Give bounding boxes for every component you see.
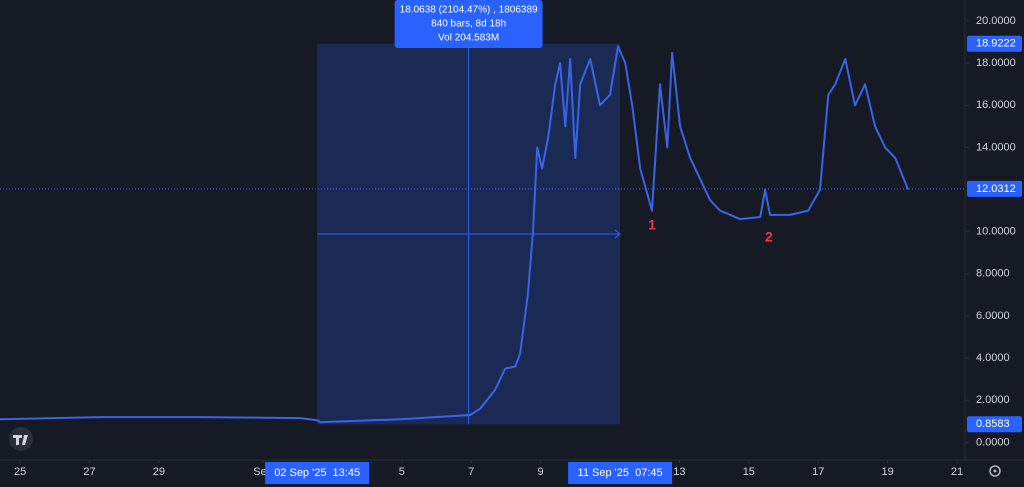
y-tick-label: 4.0000 <box>976 352 1010 364</box>
info-text: Vol 204.583M <box>438 33 499 44</box>
price-label-bg <box>967 416 1022 433</box>
price-label-bg <box>967 180 1022 197</box>
info-text: 840 bars, 8d 18h <box>431 19 506 30</box>
price-label: 0.8583 <box>976 418 1010 430</box>
info-box <box>394 0 543 48</box>
x-tick-label: 29 <box>153 466 165 478</box>
x-tick-label: 25 <box>14 466 26 478</box>
x-tick-label: 17 <box>812 466 824 478</box>
y-tick-label: 20.0000 <box>976 15 1016 27</box>
y-tick-label: 6.0000 <box>976 310 1010 322</box>
y-tick-label: 16.0000 <box>976 99 1016 111</box>
x-tick-label: 27 <box>83 466 95 478</box>
x-tick-label: 19 <box>881 466 893 478</box>
y-tick-label: 18.0000 <box>976 57 1016 69</box>
y-tick-label: 0.0000 <box>976 436 1010 448</box>
y-tick-label: 8.0000 <box>976 268 1010 280</box>
x-tick-label: 7 <box>468 466 474 478</box>
price-label-bg <box>967 35 1022 52</box>
price-label: 12.0312 <box>976 183 1016 195</box>
range-arrow <box>614 229 621 239</box>
annotation: 2 <box>765 229 773 245</box>
x-tick-label: 9 <box>538 466 544 478</box>
settings-button[interactable] <box>989 465 1001 477</box>
date-label: 11 Sep '25 07:45 <box>578 467 663 479</box>
info-text: 18.0638 (2104.47%) , 1806389 <box>400 5 538 16</box>
x-tick-label: 21 <box>951 466 963 478</box>
annotation: 1 <box>648 217 656 233</box>
date-label-bg <box>568 462 673 484</box>
x-tick-label: 15 <box>743 466 755 478</box>
logo <box>9 427 33 451</box>
x-tick-label: 5 <box>399 466 405 478</box>
y-tick-label: 2.0000 <box>976 394 1010 406</box>
y-tick-label: 14.0000 <box>976 141 1016 153</box>
price-label: 18.9222 <box>976 38 1016 50</box>
date-label: 02 Sep '25 13:45 <box>274 467 360 479</box>
y-tick-label: 10.0000 <box>976 226 1016 238</box>
date-label-bg <box>265 462 370 484</box>
price-line-series <box>0 45 910 424</box>
x-tick-label: 13 <box>673 466 685 478</box>
